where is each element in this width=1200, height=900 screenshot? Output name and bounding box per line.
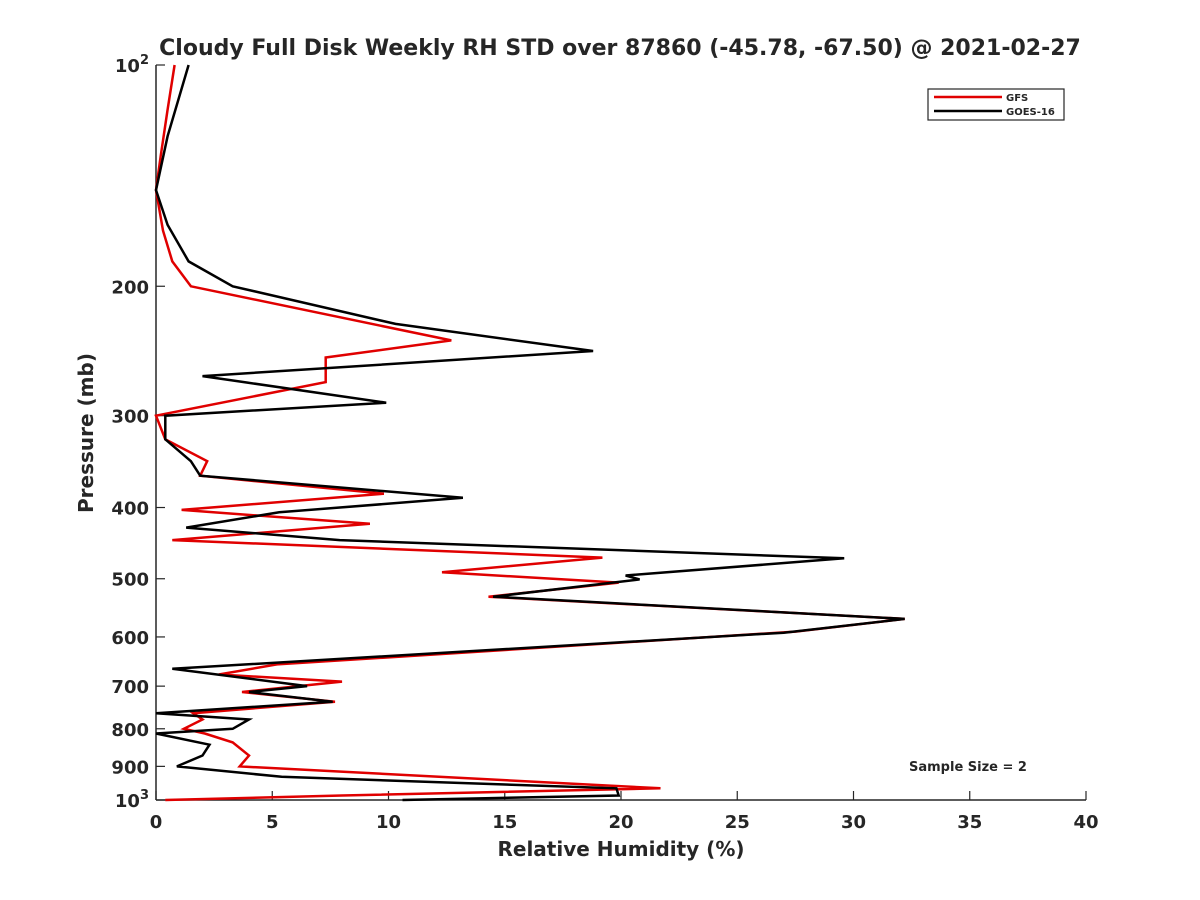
y-tick-label: 700 <box>111 677 149 698</box>
x-tick-label: 30 <box>841 812 866 833</box>
y-tick-label: 103 <box>115 788 149 812</box>
x-tick-label: 15 <box>492 812 517 833</box>
y-tick-label: 102 <box>115 53 149 77</box>
legend-label-gfs: GFS <box>1006 93 1028 104</box>
x-axis-label: Relative Humidity (%) <box>497 837 744 861</box>
legend-label-goes16: GOES-16 <box>1006 107 1055 118</box>
x-tick-label: 10 <box>376 812 401 833</box>
series-line-goes-16 <box>154 64 905 802</box>
x-tick-label: 40 <box>1073 812 1098 833</box>
sample-size-annotation: Sample Size = 2 <box>909 760 1027 775</box>
x-tick-label: 0 <box>150 812 163 833</box>
y-tick-label-base: 10 <box>115 56 140 77</box>
y-tick-label-base: 10 <box>115 791 140 812</box>
y-tick-label: 500 <box>111 570 149 591</box>
legend: GFS GOES-16 <box>927 88 1065 121</box>
legend-box <box>927 88 1065 121</box>
y-tick-label: 200 <box>111 277 149 298</box>
y-tick-label: 400 <box>111 499 149 520</box>
x-tick-label: 25 <box>725 812 750 833</box>
x-tick-label: 5 <box>266 812 279 833</box>
x-tick-label: 35 <box>957 812 982 833</box>
x-ticks: 0 5 10 15 20 25 30 35 40 <box>150 791 1099 833</box>
y-tick-label: 300 <box>111 407 149 428</box>
chart-title: Cloudy Full Disk Weekly RH STD over 8786… <box>159 36 1081 61</box>
y-axis-label: Pressure (mb) <box>74 353 98 513</box>
y-tick-label-exponent: 3 <box>140 788 149 803</box>
y-tick-label: 900 <box>111 757 149 778</box>
y-tick-label: 600 <box>111 628 149 649</box>
x-tick-label: 20 <box>608 812 633 833</box>
y-tick-label: 800 <box>111 720 149 741</box>
series-layer <box>154 64 905 802</box>
y-tick-label-exponent: 2 <box>140 53 149 68</box>
